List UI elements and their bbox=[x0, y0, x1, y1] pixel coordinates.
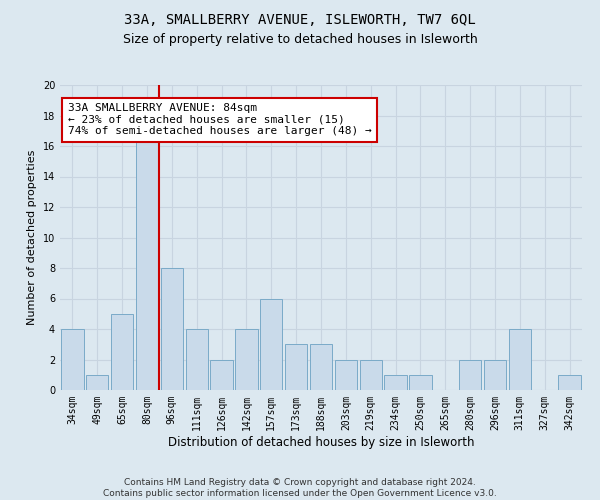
Bar bbox=[310, 344, 332, 390]
Bar bbox=[161, 268, 183, 390]
Bar bbox=[385, 375, 407, 390]
Text: Size of property relative to detached houses in Isleworth: Size of property relative to detached ho… bbox=[122, 32, 478, 46]
Bar bbox=[285, 344, 307, 390]
Bar bbox=[335, 360, 357, 390]
Bar bbox=[86, 375, 109, 390]
Text: Contains HM Land Registry data © Crown copyright and database right 2024.
Contai: Contains HM Land Registry data © Crown c… bbox=[103, 478, 497, 498]
Bar bbox=[359, 360, 382, 390]
Text: 33A SMALLBERRY AVENUE: 84sqm
← 23% of detached houses are smaller (15)
74% of se: 33A SMALLBERRY AVENUE: 84sqm ← 23% of de… bbox=[68, 104, 371, 136]
Bar bbox=[484, 360, 506, 390]
Text: 33A, SMALLBERRY AVENUE, ISLEWORTH, TW7 6QL: 33A, SMALLBERRY AVENUE, ISLEWORTH, TW7 6… bbox=[124, 12, 476, 26]
Bar bbox=[185, 329, 208, 390]
X-axis label: Distribution of detached houses by size in Isleworth: Distribution of detached houses by size … bbox=[168, 436, 474, 448]
Bar bbox=[136, 100, 158, 390]
Bar bbox=[111, 314, 133, 390]
Bar bbox=[509, 329, 531, 390]
Bar bbox=[559, 375, 581, 390]
Bar bbox=[459, 360, 481, 390]
Bar bbox=[260, 298, 283, 390]
Y-axis label: Number of detached properties: Number of detached properties bbox=[27, 150, 37, 325]
Bar bbox=[235, 329, 257, 390]
Bar bbox=[409, 375, 431, 390]
Bar bbox=[211, 360, 233, 390]
Bar bbox=[61, 329, 83, 390]
